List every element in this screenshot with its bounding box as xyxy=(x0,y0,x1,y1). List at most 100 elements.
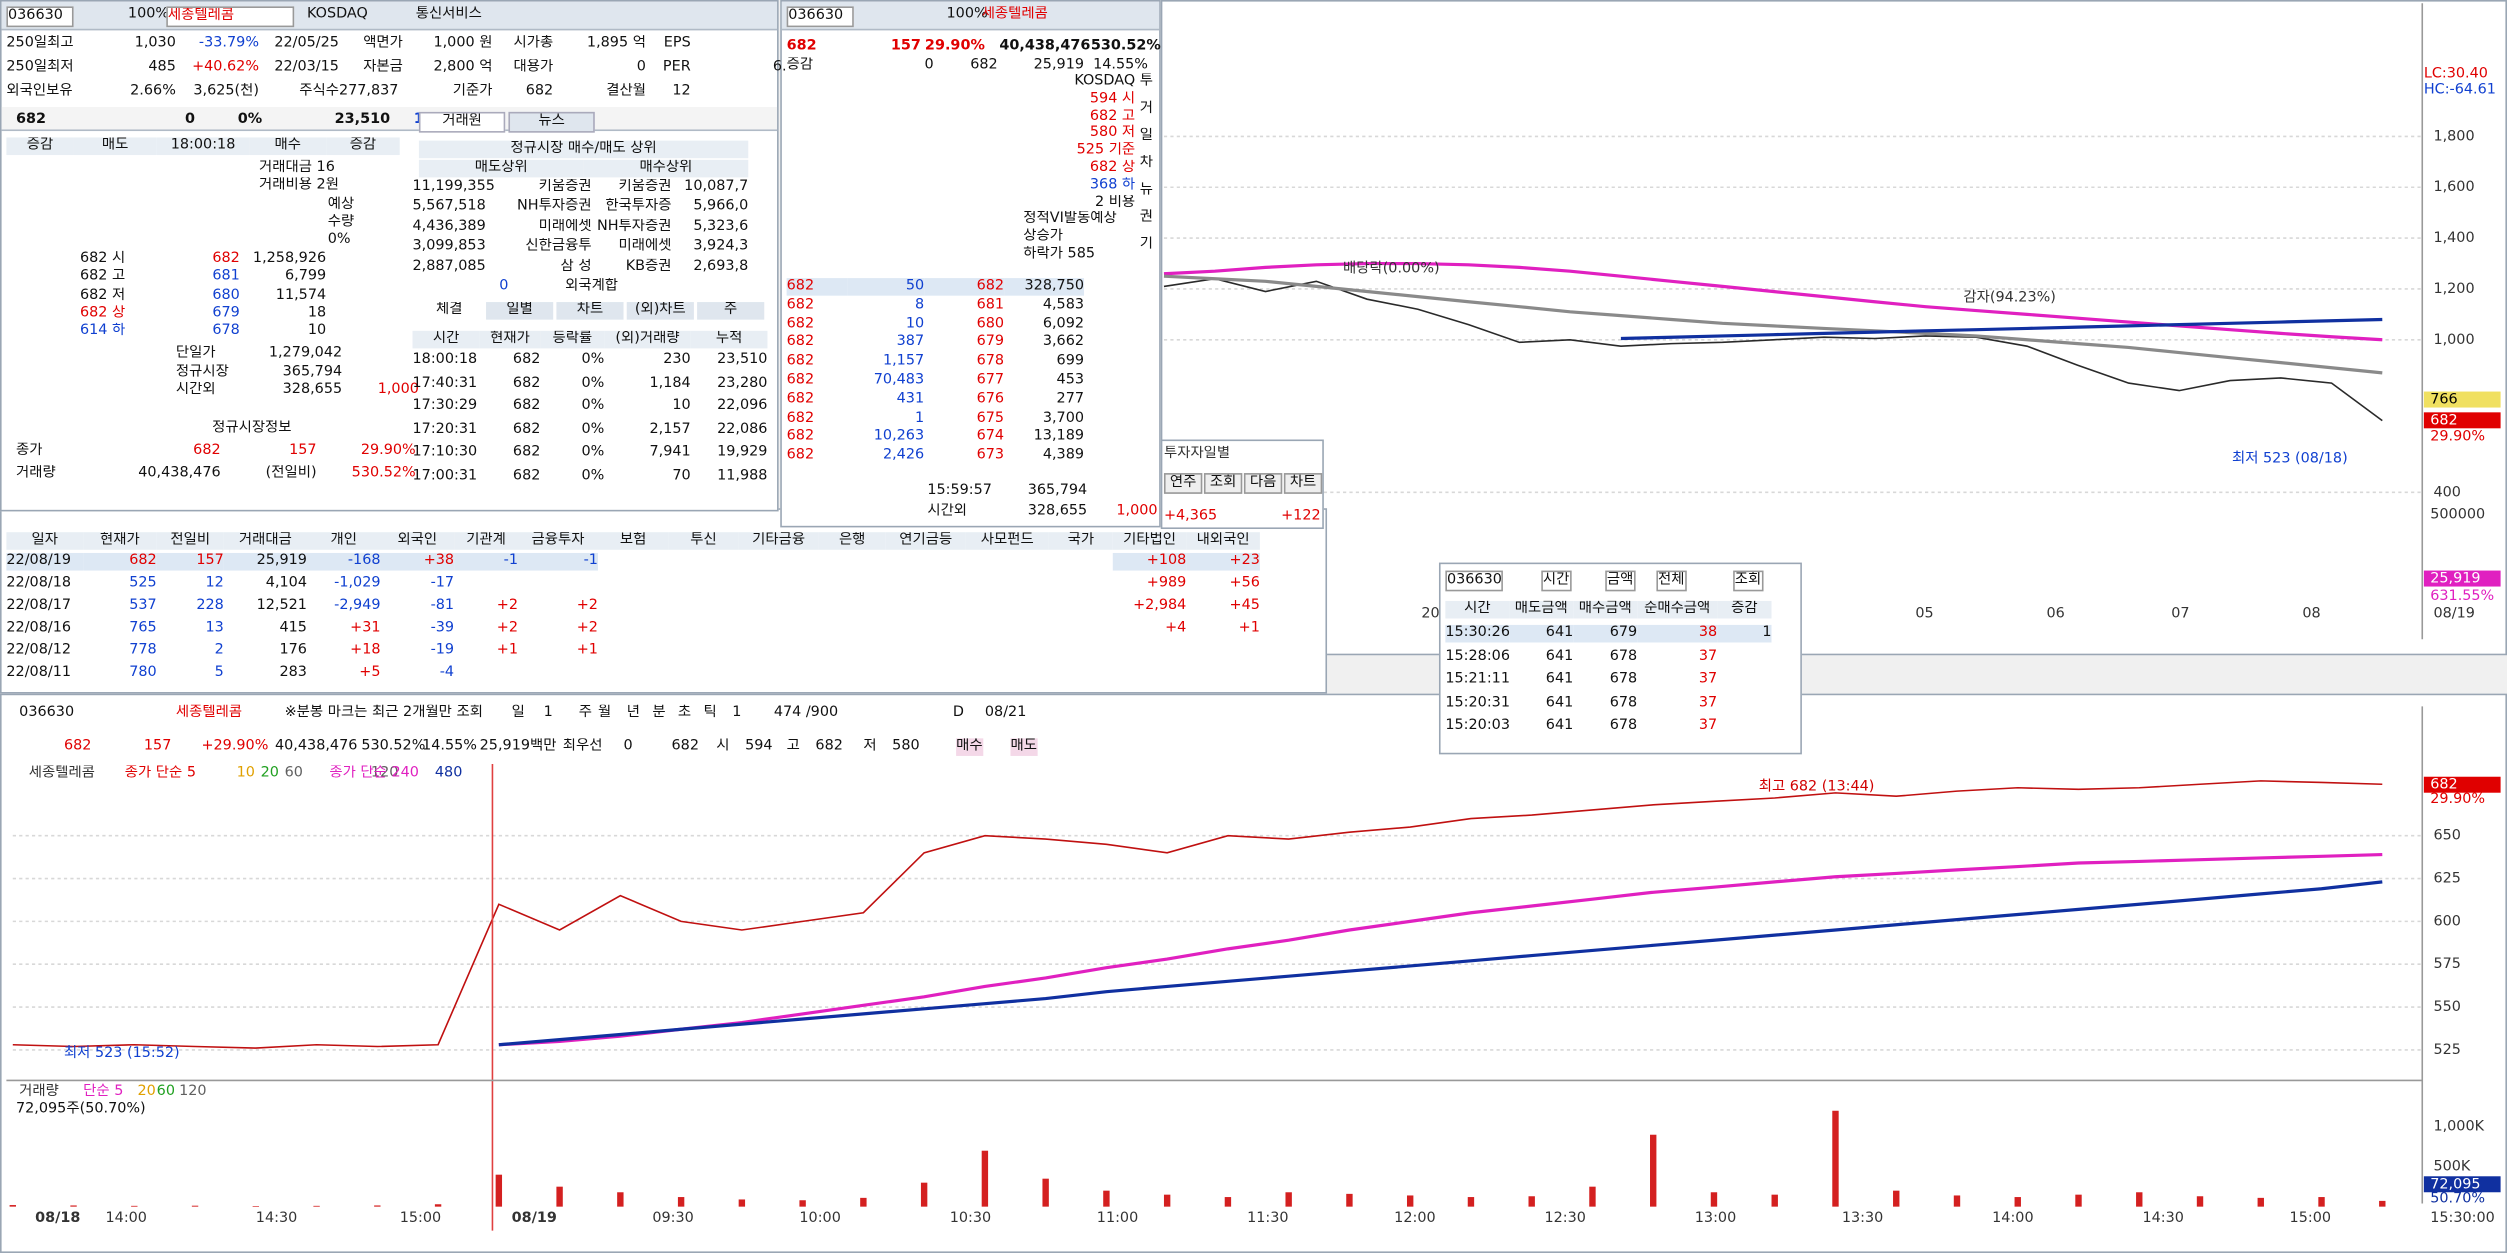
button[interactable]: 차트 xyxy=(1283,473,1323,494)
tab[interactable]: 차트 xyxy=(556,302,624,320)
toolbar-item[interactable]: 분 xyxy=(652,704,666,721)
daily-row: 525 xyxy=(129,575,157,592)
side-tab[interactable]: 권 xyxy=(1139,209,1153,226)
volume-bar xyxy=(1893,1190,1900,1207)
broker-row: 삼 성 xyxy=(560,258,592,275)
orderbook-info: 0% xyxy=(327,231,351,248)
side-tab[interactable]: 일 xyxy=(1139,127,1153,144)
market-info-row: 40,438,476 xyxy=(138,465,221,482)
y-tick-label: 1,000 xyxy=(2433,332,2474,348)
daily-row: +5 xyxy=(359,664,381,681)
program-header: 시간 xyxy=(1445,600,1510,619)
broker-row: 10,087,7 xyxy=(684,178,749,195)
stock-code[interactable]: 036630 xyxy=(6,6,74,28)
toolbar-item[interactable]: 474 xyxy=(773,704,802,721)
x-tick-label: 08/19 xyxy=(2433,606,2474,622)
toolbar-item[interactable]: /900 xyxy=(805,704,839,721)
toolbar-item[interactable]: 틱 xyxy=(703,704,717,721)
program-row: 641 xyxy=(1509,624,1574,643)
orderbook-info: 594 시 xyxy=(1089,90,1136,107)
tab[interactable]: 뉴스 xyxy=(508,111,595,133)
orderbook-header: 18:00:18 xyxy=(156,137,250,156)
broker-row: 키움증권 xyxy=(618,178,672,195)
program-row: 678 xyxy=(1609,671,1638,688)
orderbook-row: 10 xyxy=(307,323,327,340)
info-item: 682 xyxy=(63,738,92,755)
broker-row: 3,099,853 xyxy=(412,238,486,255)
daily-row: 780 xyxy=(129,664,157,681)
info-item[interactable]: 매수 xyxy=(956,738,983,756)
trades-row: 682 xyxy=(512,444,541,461)
button[interactable]: 조회 xyxy=(1203,473,1243,494)
side-tab[interactable]: 차 xyxy=(1139,155,1153,172)
toolbar-item[interactable]: 초 xyxy=(677,704,692,721)
y-tick-label: 650 xyxy=(2433,828,2460,844)
volume-bar xyxy=(2379,1200,2386,1207)
stock-code[interactable]: 036630 xyxy=(786,6,854,28)
side-tab[interactable]: 거 xyxy=(1139,100,1153,117)
trades-header: 등락률 xyxy=(540,330,605,349)
info-item[interactable]: 매도 xyxy=(1010,738,1037,756)
price-tag-bg xyxy=(2423,776,2501,793)
orderbook-row: 682 xyxy=(924,278,1005,296)
toolbar-item[interactable]: 년 xyxy=(626,704,640,721)
legend-item: 60 xyxy=(156,1083,175,1100)
orderbook-footer: 328,655 xyxy=(282,381,343,398)
daily-header: 은행 xyxy=(818,532,886,550)
tab[interactable]: (외)차트 xyxy=(626,302,694,320)
broker-foreign: 0 xyxy=(499,278,509,295)
toolbar-item[interactable]: D xyxy=(952,704,965,721)
orderbook-row: 677 xyxy=(976,372,1005,389)
tab[interactable]: 일별 xyxy=(486,302,554,320)
toolbar-item[interactable]: 1 xyxy=(732,704,742,721)
y-tick-label: 600 xyxy=(2433,913,2460,929)
daily-header: 기타금융 xyxy=(738,532,819,550)
legend-item: 120 xyxy=(370,765,399,782)
legend-item: 종가 단순 240 xyxy=(329,765,419,782)
daily-row: +1 xyxy=(1238,620,1260,637)
trades-row: 7,941 xyxy=(649,444,691,461)
trades-header: 현재가 xyxy=(479,330,541,349)
info-item: 시 xyxy=(716,738,730,755)
side-tab[interactable]: 기 xyxy=(1139,236,1153,253)
volume-bar xyxy=(434,1204,442,1207)
tab[interactable]: 체결 xyxy=(415,302,483,320)
quote-cell: -33.79% xyxy=(198,35,260,52)
button[interactable]: 연주 xyxy=(1163,473,1203,494)
summary-cell: 0% xyxy=(237,111,263,128)
tab[interactable]: 거래원 xyxy=(418,111,506,133)
scale-label: LC:30.40 xyxy=(2424,66,2488,82)
daily-row: +31 xyxy=(350,620,381,637)
y-tick-label: 1,400 xyxy=(2433,230,2474,246)
daily-header: 투신 xyxy=(668,532,739,550)
orderbook-row: 673 xyxy=(976,447,1005,464)
y-tick-label: 400 xyxy=(2433,484,2460,500)
daily-row: -19 xyxy=(430,642,455,659)
orderbook-info: 580 저 xyxy=(1089,125,1136,142)
tab[interactable]: 주 xyxy=(697,302,765,320)
trades-row: 17:00:31 xyxy=(412,467,478,484)
orderbook-row: 70,483 xyxy=(873,372,925,389)
toolbar-item[interactable]: 주 xyxy=(578,704,593,721)
quote-cell: 결산월 xyxy=(606,83,646,100)
side-tab[interactable]: 뉴 xyxy=(1139,182,1153,199)
toolbar-item[interactable]: 월 xyxy=(597,704,612,721)
orderbook-row: 328,750 xyxy=(1004,278,1085,296)
program-row: 15:28:06 xyxy=(1445,648,1510,665)
toolbar-item[interactable]: 1 xyxy=(543,704,553,721)
toolbar-item[interactable]: 08/21 xyxy=(984,704,1027,721)
orderbook-footer: 1,000 xyxy=(1116,503,1158,520)
x-tick-label: 14:30 xyxy=(2142,1210,2183,1226)
program-header: 순매수금액 xyxy=(1637,600,1718,619)
broker-row: 4,436,389 xyxy=(412,218,486,235)
volume-bar xyxy=(2257,1197,2264,1207)
toolbar-item[interactable]: 조회 xyxy=(1733,570,1763,592)
orderbook-row: 680 xyxy=(976,315,1005,332)
orderbook-info: 368 하 xyxy=(1089,177,1136,194)
volume-bar xyxy=(2075,1194,2082,1207)
button[interactable]: 다음 xyxy=(1243,473,1283,494)
side-tab[interactable]: 투 xyxy=(1139,73,1153,90)
trades-row: 682 xyxy=(512,374,541,391)
toolbar-item[interactable]: 일 xyxy=(511,704,525,721)
